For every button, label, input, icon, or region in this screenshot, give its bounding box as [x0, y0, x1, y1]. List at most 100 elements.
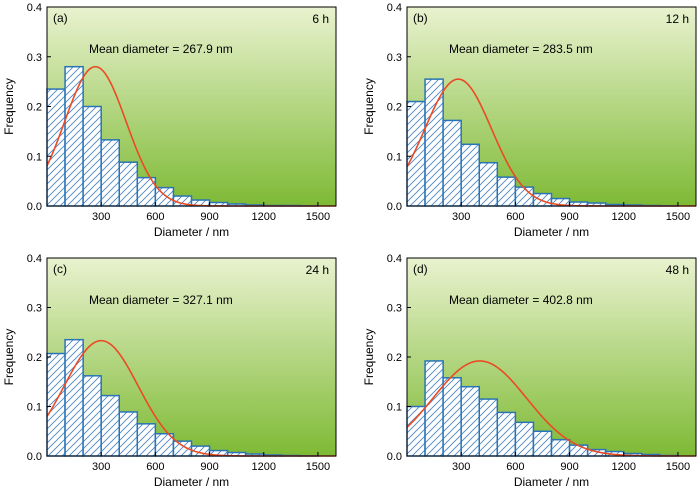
y-axis-title: Frequency [362, 78, 376, 135]
x-tick-label: 300 [452, 461, 470, 473]
histogram-bar [496, 411, 517, 457]
x-tick-label: 300 [452, 211, 470, 223]
x-tick-label: 600 [146, 461, 164, 473]
y-tick-label: 0.0 [387, 451, 402, 463]
x-axis: 300 600 900 1200 1500 [452, 202, 690, 223]
y-axis: 0.0 0.1 0.2 0.3 0.4 [27, 2, 51, 213]
histogram-bar [496, 176, 517, 207]
chart-panel-2: 0.0 0.1 0.2 0.3 0.4 300 600 900 1200 1500 Diameter… [362, 2, 697, 239]
time-label: 24 h [306, 263, 329, 277]
y-tick-label: 0.1 [27, 402, 42, 414]
x-tick-label: 900 [560, 461, 578, 473]
y-tick-label: 0.1 [387, 402, 402, 414]
histogram-bar [406, 100, 426, 207]
y-tick-label: 0.3 [27, 52, 42, 64]
histogram-bar [424, 78, 444, 207]
panel-label: (d) [413, 262, 428, 276]
x-tick-label: 1500 [666, 211, 690, 223]
x-tick-label: 1200 [612, 211, 636, 223]
y-axis: 0.0 0.1 0.2 0.3 0.4 [387, 2, 411, 213]
x-tick-label: 600 [146, 211, 164, 223]
x-axis-title: Diameter / nm [514, 225, 589, 239]
histogram-bar [478, 398, 499, 457]
y-tick-label: 0.2 [27, 102, 42, 114]
x-axis: 300 600 900 1200 1500 [92, 452, 330, 473]
time-label: 6 h [312, 12, 329, 26]
x-tick-label: 1500 [666, 461, 690, 473]
y-tick-label: 0.0 [27, 451, 42, 463]
histogram-bar [514, 421, 535, 457]
y-axis: 0.0 0.1 0.2 0.3 0.4 [387, 253, 411, 463]
histogram-bar [532, 192, 553, 207]
x-tick-label: 1500 [306, 461, 330, 473]
x-tick-label: 900 [200, 461, 218, 473]
x-tick-label: 900 [560, 211, 578, 223]
y-axis-title: Frequency [362, 329, 376, 386]
mean-diameter-annotation: Mean diameter = 267.9 nm [89, 42, 233, 56]
histogram-bar [478, 161, 499, 207]
histogram-bar [550, 438, 571, 457]
y-axis: 0.0 0.1 0.2 0.3 0.4 [27, 253, 51, 463]
histogram-bars [46, 65, 319, 207]
histogram-bar [46, 352, 66, 457]
mean-diameter-annotation: Mean diameter = 402.8 nm [449, 293, 593, 307]
histogram-bar [442, 377, 462, 457]
y-axis-title: Frequency [2, 78, 16, 135]
histogram-bar [442, 119, 462, 207]
x-axis-title: Diameter / nm [514, 475, 589, 489]
histogram-bar [136, 423, 157, 457]
x-tick-label: 1200 [612, 461, 636, 473]
histogram-bar [82, 105, 102, 207]
x-tick-label: 300 [92, 461, 110, 473]
y-tick-label: 0.1 [387, 151, 402, 163]
y-tick-label: 0.4 [27, 2, 42, 14]
x-axis: 300 600 900 1200 1500 [452, 452, 690, 473]
y-tick-label: 0.0 [387, 201, 402, 213]
x-tick-label: 1200 [252, 461, 276, 473]
y-tick-label: 0.2 [387, 102, 402, 114]
histogram-bar [154, 186, 175, 207]
x-tick-label: 900 [200, 211, 218, 223]
chart-panel-1: 0.0 0.1 0.2 0.3 0.4 300 600 900 1200 1500 Diameter… [2, 2, 337, 239]
histogram-bar [532, 430, 553, 457]
histogram-bars [46, 338, 319, 457]
y-tick-label: 0.4 [27, 253, 42, 265]
x-tick-label: 600 [506, 461, 524, 473]
y-tick-label: 0.0 [27, 201, 42, 213]
histogram-bar [82, 375, 102, 457]
histogram-bar [424, 360, 444, 457]
histogram-bar [100, 139, 120, 207]
panel-label: (b) [413, 11, 428, 25]
histogram-bar [460, 143, 480, 207]
panel-label: (c) [53, 262, 67, 276]
mean-diameter-annotation: Mean diameter = 327.1 nm [89, 293, 233, 307]
histogram-bar [514, 186, 535, 207]
x-axis-title: Diameter / nm [154, 225, 229, 239]
histogram-bar [118, 161, 139, 207]
histogram-bar [568, 444, 589, 457]
y-tick-label: 0.2 [387, 352, 402, 364]
y-tick-label: 0.3 [27, 303, 42, 315]
mean-diameter-annotation: Mean diameter = 283.5 nm [449, 42, 593, 56]
histogram-bar [100, 394, 120, 457]
y-tick-label: 0.4 [387, 2, 402, 14]
y-tick-label: 0.4 [387, 253, 402, 265]
histogram-bar [118, 411, 139, 457]
chart-panel-4: 0.0 0.1 0.2 0.3 0.4 300 600 900 1200 1500 Diameter… [362, 253, 697, 489]
x-tick-label: 300 [92, 211, 110, 223]
y-tick-label: 0.2 [27, 352, 42, 364]
chart-panel-3: 0.0 0.1 0.2 0.3 0.4 300 600 900 1200 1500 Diameter… [2, 253, 337, 489]
x-tick-label: 1500 [306, 211, 330, 223]
histogram-bar [64, 65, 84, 207]
y-tick-label: 0.3 [387, 52, 402, 64]
histogram-bars [406, 78, 679, 207]
x-tick-label: 600 [506, 211, 524, 223]
x-axis: 300 600 900 1200 1500 [92, 202, 330, 223]
y-tick-label: 0.1 [27, 151, 42, 163]
histogram-bar [460, 385, 480, 457]
panel-label: (a) [53, 11, 68, 25]
x-axis-title: Diameter / nm [154, 475, 229, 489]
y-axis-title: Frequency [2, 329, 16, 386]
time-label: 12 h [666, 12, 689, 26]
